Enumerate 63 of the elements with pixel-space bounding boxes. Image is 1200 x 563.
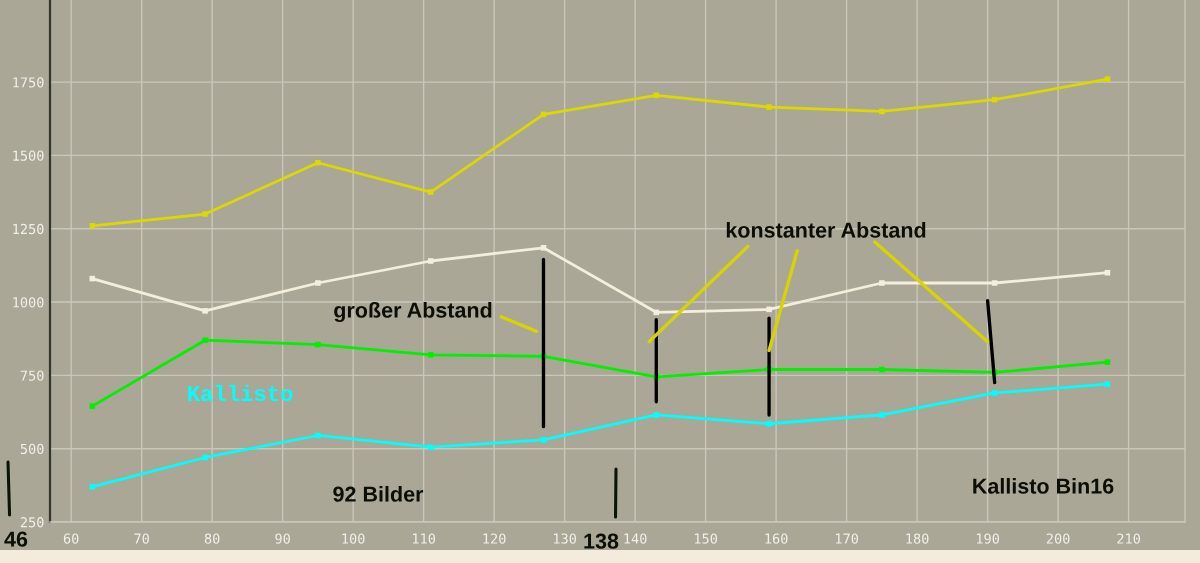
y-tick-label: 750: [20, 370, 44, 381]
point: [427, 189, 434, 195]
x-tick-label: 100: [342, 533, 365, 544]
point: [766, 306, 772, 313]
point: [879, 366, 885, 373]
y-tick-label: 1000: [13, 297, 44, 308]
x-tick-label: 140: [624, 533, 647, 544]
point: [766, 104, 772, 110]
point: [879, 108, 885, 115]
x-tick-label: 150: [694, 533, 718, 544]
point: [1104, 269, 1111, 276]
annotation: Kallisto Bin16: [973, 477, 1114, 494]
point: [653, 412, 660, 418]
annotation: konstanter Abstand: [726, 221, 926, 238]
point: [1104, 76, 1111, 82]
point: [202, 454, 208, 461]
point: [1104, 381, 1111, 387]
point: [315, 159, 321, 166]
y-tick-label: 1750: [13, 77, 44, 88]
series-label: Kallisto: [188, 384, 293, 402]
point: [89, 484, 96, 490]
y-tick-label: 250: [20, 517, 44, 528]
x-tick-label: 190: [976, 533, 1000, 544]
annotation: 92 Bilder: [333, 485, 424, 502]
point: [89, 223, 96, 229]
x-tick-label: 120: [483, 533, 506, 544]
point: [653, 309, 660, 316]
point: [991, 390, 998, 396]
point: [427, 258, 434, 264]
x-tick-label: 210: [1117, 533, 1141, 544]
point: [540, 245, 547, 251]
y-tick-label: 500: [20, 443, 44, 455]
point: [766, 420, 772, 427]
point: [653, 92, 660, 99]
x-tick-label: 110: [412, 533, 436, 544]
point: [879, 280, 885, 286]
point: [89, 403, 96, 409]
point: [315, 432, 321, 439]
point: [427, 444, 434, 450]
y-tick-label: 1500: [13, 150, 44, 161]
x-tick-label: 70: [134, 533, 149, 544]
point: [1104, 359, 1111, 365]
point: [315, 341, 321, 348]
x-tick-label: 180: [906, 533, 929, 544]
point: [202, 211, 208, 217]
x-tick-label: 80: [204, 533, 220, 544]
x-tick-label: 60: [63, 533, 79, 544]
annotation: großer Abstand: [334, 301, 492, 323]
point: [879, 412, 885, 418]
point: [540, 437, 547, 443]
text: 138: [584, 533, 619, 549]
x-tick-label: 200: [1046, 533, 1070, 544]
point: [202, 308, 208, 314]
y-tick-label: 1250: [13, 223, 44, 235]
point: [315, 280, 321, 286]
point: [991, 280, 998, 286]
x-tick-label: 170: [835, 533, 859, 544]
x-tick-label: 130: [553, 533, 577, 544]
text: 46: [4, 531, 28, 547]
point: [202, 337, 208, 343]
x-tick-label: 90: [275, 533, 290, 544]
x-tick-label: 160: [765, 533, 788, 544]
point: [427, 352, 434, 358]
